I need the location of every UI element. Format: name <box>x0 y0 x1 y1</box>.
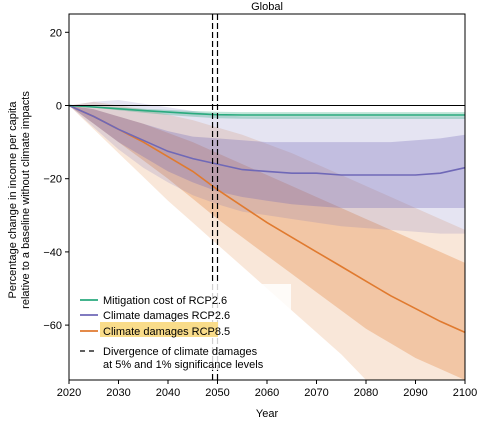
x-tick-label: 2080 <box>354 387 378 399</box>
y-tick-label: −20 <box>43 174 62 186</box>
y-axis-title-line2: relative to a baseline without climate i… <box>20 91 32 309</box>
x-axis-title: Year <box>256 408 279 420</box>
divergence-lines <box>211 14 219 380</box>
climate-damages-rcp8-5-outer-band <box>69 101 465 381</box>
y-tick-label: −60 <box>43 320 62 332</box>
climate-damages-rcp2-6-inner-band <box>69 105 465 208</box>
legend-highlight-rcp85 <box>100 322 218 337</box>
x-tick-label: 2030 <box>106 387 130 399</box>
x-tick-label: 2020 <box>57 387 81 399</box>
y-axis-ticks: 20 0 −20 −40 −60 <box>43 27 69 332</box>
legend: Mitigation cost of RCP2.6 Climate damage… <box>76 284 291 371</box>
y-tick-label: 0 <box>56 101 62 113</box>
mitigation-cost-of-rcp2-6-line <box>68 104 465 116</box>
legend-label-rcp85: Climate damages RCP8.5 <box>103 326 230 338</box>
climate-damages-rcp8-5-inner-band <box>69 105 465 380</box>
chart-title: Global <box>251 1 283 13</box>
x-tick-label: 2050 <box>205 387 229 399</box>
x-axis-ticks: 2020 2030 2040 2050 2060 2070 2080 2090 2100 <box>57 380 477 399</box>
x-tick-label: 2060 <box>255 387 279 399</box>
legend-label-mitigation: Mitigation cost of RCP2.6 <box>103 295 227 307</box>
climate-damages-rcp8-5-line <box>68 104 466 334</box>
climate-damages-rcp2-6-line <box>68 104 466 176</box>
x-tick-label: 2090 <box>403 387 427 399</box>
x-tick-label: 2040 <box>156 387 180 399</box>
legend-label-divergence-line1: Divergence of climate damages <box>103 346 258 358</box>
y-tick-label: 20 <box>50 27 62 39</box>
series-lines <box>68 104 466 334</box>
y-axis-title-line1: Percentage change in income per capita <box>7 101 19 299</box>
x-tick-label: 2070 <box>304 387 328 399</box>
legend-label-divergence-line2: at 5% and 1% significance levels <box>103 359 264 371</box>
y-tick-label: −40 <box>43 247 62 259</box>
uncertainty-bands <box>69 100 465 381</box>
climate-damages-rcp2-6-outer-band <box>69 100 465 234</box>
x-tick-label: 2100 <box>453 387 477 399</box>
legend-label-rcp26: Climate damages RCP2.6 <box>103 310 230 322</box>
